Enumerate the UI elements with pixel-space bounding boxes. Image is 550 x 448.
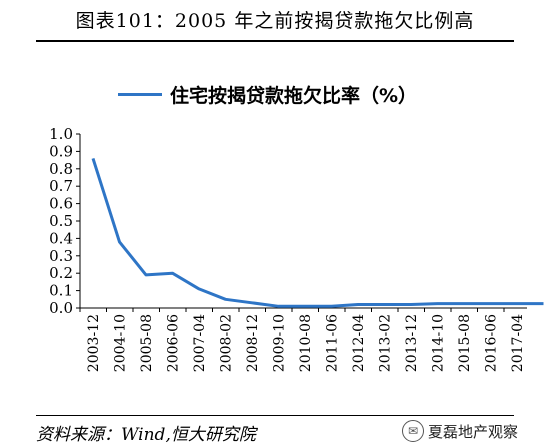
x-tick-label: 2012-04 <box>351 314 367 372</box>
chart-legend: 住宅按揭贷款拖欠比率（%） <box>118 82 418 107</box>
x-tick-label: 2011-06 <box>325 314 341 372</box>
x-tick-label: 2005-08 <box>139 314 155 372</box>
y-tick-label: 0.5 <box>49 212 73 230</box>
x-tick-label: 2008-02 <box>219 314 235 372</box>
x-tick-label: 2015-08 <box>457 314 473 372</box>
legend-swatch <box>118 92 162 96</box>
y-tick-label: 0.6 <box>49 195 73 213</box>
y-tick-label: 0.9 <box>49 142 73 160</box>
watermark-text: 夏磊地产观察 <box>428 422 519 441</box>
legend-label: 住宅按揭贷款拖欠比率（%） <box>170 84 418 107</box>
x-tick-label: 2004-10 <box>113 314 129 372</box>
y-tick-label: 0.3 <box>49 247 73 265</box>
series-line-0 <box>91 157 544 308</box>
y-tick-label: 0.1 <box>49 282 73 300</box>
y-tick-label: 0.8 <box>49 160 73 178</box>
x-tick-label: 2013-12 <box>404 314 420 372</box>
source-note: 资料来源：Wind,恒大研究院 <box>36 425 256 445</box>
watermark: ✉ 夏磊地产观察 <box>402 420 518 442</box>
x-tick-label: 2006-06 <box>166 314 182 372</box>
y-tick-label: 1.0 <box>49 125 73 143</box>
y-tick-label: 0.2 <box>49 264 73 282</box>
x-tick-label: 2010-08 <box>298 314 314 372</box>
y-tick-label: 0.0 <box>49 299 73 317</box>
wechat-icon: ✉ <box>402 420 424 442</box>
figure-title: 图表101：2005 年之前按揭贷款拖欠比例高 <box>75 10 475 32</box>
x-tick-label: 2008-12 <box>245 314 261 372</box>
x-tick-label: 2017-04 <box>510 314 526 372</box>
x-tick-label: 2016-06 <box>484 314 500 372</box>
title-rule <box>36 40 514 42</box>
x-tick-label: 2014-10 <box>431 314 447 372</box>
source-rule <box>36 415 514 416</box>
x-tick-label: 2003-12 <box>86 314 102 372</box>
y-tick-label: 0.7 <box>49 177 73 195</box>
y-tick-label: 0.4 <box>49 229 73 247</box>
x-tick-label: 2009-10 <box>272 314 288 372</box>
x-tick-label: 2007-04 <box>192 314 208 372</box>
x-tick-label: 2013-02 <box>378 314 394 372</box>
